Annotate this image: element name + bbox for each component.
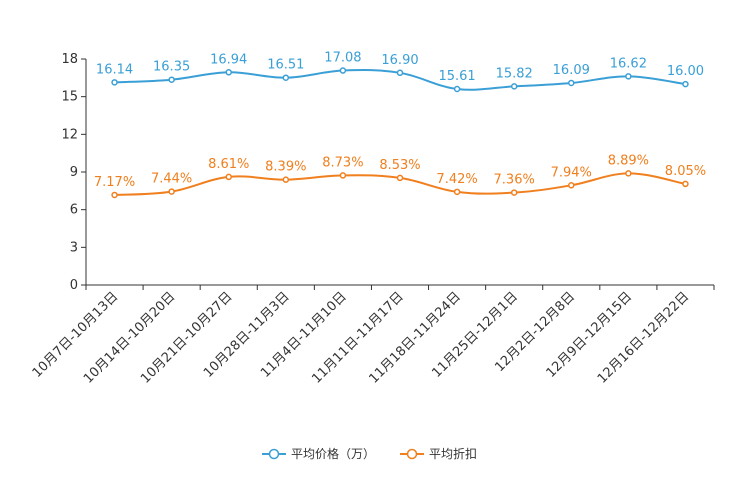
data-point <box>282 74 290 81</box>
data-label: 15.61 <box>438 69 475 84</box>
legend-label: 平均折扣 <box>429 446 477 461</box>
y-tick-label: 0 <box>70 278 78 293</box>
data-point <box>453 85 461 93</box>
series-2: 7.17% 7.44% 8.61% 8.39% 8.73% 8.53% 7.42% 7.36%… <box>94 153 706 199</box>
data-label: 7.94% <box>551 165 592 180</box>
y-tick-label: 12 <box>61 127 78 142</box>
data-label: 16.94 <box>210 52 247 67</box>
data-point <box>625 170 632 177</box>
y-tick-label: 18 <box>61 52 78 67</box>
data-point <box>625 73 632 80</box>
data-point <box>111 191 118 199</box>
data-label: 7.17% <box>94 175 135 190</box>
legend-item-2: 平均折扣 <box>400 446 477 461</box>
data-label: 16.35 <box>153 60 190 75</box>
data-label: 8.53% <box>379 158 420 173</box>
data-label: 15.82 <box>496 66 533 81</box>
data-point <box>339 172 347 179</box>
y-tick-label: 6 <box>70 203 78 218</box>
data-label: 8.73% <box>322 155 363 170</box>
legend-marker <box>268 448 280 460</box>
data-point <box>453 188 461 196</box>
data-label: 8.05% <box>665 164 706 179</box>
data-point <box>225 173 232 181</box>
data-label: 16.14 <box>96 62 133 77</box>
y-tick-label: 9 <box>70 165 78 180</box>
data-point <box>682 180 689 188</box>
series-1: 16.14 16.35 16.94 16.51 17.08 16.90 15.61 15.82… <box>96 51 704 93</box>
legend-marker <box>406 448 418 460</box>
legend: 平均价格（万） 平均折扣 <box>262 446 477 461</box>
series-group: 16.14 16.35 16.94 16.51 17.08 16.90 15.61 15.82… <box>94 51 706 199</box>
data-point <box>168 76 175 83</box>
data-label: 7.36% <box>494 173 535 188</box>
legend-item-1: 平均价格（万） <box>262 446 375 461</box>
data-point <box>396 69 404 77</box>
data-label: 8.39% <box>265 160 306 175</box>
data-label: 16.00 <box>667 64 704 79</box>
data-label: 16.09 <box>553 63 590 78</box>
data-point <box>225 69 232 76</box>
data-label: 16.62 <box>610 56 647 71</box>
data-point <box>510 189 518 196</box>
data-label: 16.90 <box>381 53 418 68</box>
data-point <box>568 182 575 189</box>
legend-label: 平均价格（万） <box>291 446 375 461</box>
data-label: 16.51 <box>267 58 304 73</box>
data-label: 7.42% <box>436 172 477 187</box>
y-axis-ticks: 0 3 6 9 12 15 18 <box>61 52 86 293</box>
data-point <box>568 79 575 87</box>
data-label: 8.89% <box>608 153 649 168</box>
data-point <box>111 79 118 86</box>
data-point <box>510 83 518 90</box>
data-label: 8.61% <box>208 157 249 172</box>
data-point <box>282 176 290 183</box>
data-point <box>682 80 689 88</box>
data-point <box>339 67 347 74</box>
data-point <box>168 188 175 195</box>
y-tick-label: 15 <box>61 90 78 105</box>
data-label: 7.44% <box>151 172 192 187</box>
data-point <box>396 174 404 182</box>
data-label: 17.08 <box>324 51 361 66</box>
x-axis-ticks: 10月7日-10月13日10月14日-10月20日10月21日-10月27日10… <box>30 285 715 387</box>
y-tick-label: 3 <box>70 240 78 255</box>
